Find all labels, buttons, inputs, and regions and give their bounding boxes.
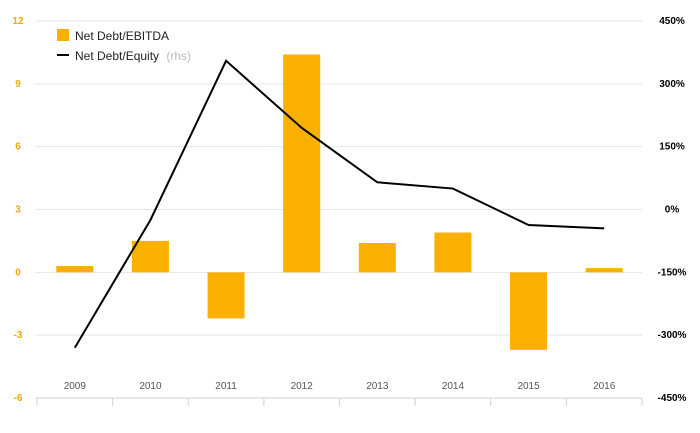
legend-label-net-debt-equity: Net Debt/Equity (rhs): [75, 49, 191, 63]
bar-2010: [131, 240, 169, 273]
x-tick-label: 2011: [215, 381, 237, 392]
right-tick-label: 450%: [659, 16, 685, 27]
bar-2013: [358, 243, 396, 273]
bar-2014: [434, 232, 472, 273]
left-tick-label: -3: [14, 330, 23, 341]
x-tick-label: 2013: [366, 381, 389, 392]
legend-label-net-debt-ebitda: Net Debt/EBITDA: [75, 29, 169, 43]
gridlines: [35, 20, 642, 399]
x-tick-label: 2016: [593, 381, 616, 392]
bar-2009: [56, 266, 94, 273]
bar-2016: [585, 268, 623, 273]
right-tick-label: 0%: [665, 205, 680, 216]
line-net-debt-equity: [73, 59, 605, 349]
x-tick-label: 2010: [139, 381, 162, 392]
x-tick-label: 2014: [442, 381, 465, 392]
left-tick-label: 0: [15, 267, 21, 278]
legend-swatch-net-debt-ebitda: [57, 29, 69, 41]
left-tick-label: 3: [15, 205, 21, 216]
x-tick-label: 2012: [291, 381, 314, 392]
left-tick-label: -6: [14, 393, 23, 404]
left-tick-label: 12: [12, 16, 24, 27]
right-tick-label: -450%: [658, 393, 687, 404]
x-axis: 2009 2010 2011 2012 2013 2014 2015 2016: [36, 381, 643, 406]
legend-label-net-debt-equity-suffix: (rhs): [166, 49, 191, 63]
right-tick-label: -300%: [658, 330, 687, 341]
legend-label-net-debt-equity-main: Net Debt/Equity: [75, 49, 159, 63]
right-tick-label: -150%: [658, 267, 687, 278]
line-series: [73, 59, 605, 349]
bar-2012: [283, 54, 321, 273]
left-tick-label: 9: [15, 79, 21, 90]
bar-2011: [207, 272, 245, 319]
left-tick-label: 6: [15, 142, 21, 153]
x-tick-label: 2015: [517, 381, 540, 392]
bar-series: [56, 54, 623, 350]
right-axis: 450% 300% 150% 0% -150% -300% -450%: [658, 16, 687, 404]
right-tick-label: 150%: [659, 142, 685, 153]
legend: Net Debt/EBITDA Net Debt/Equity (rhs): [57, 29, 191, 63]
left-axis: 12 9 6 3 0 -3 -6: [12, 16, 24, 404]
x-tick-label: 2009: [64, 381, 87, 392]
right-tick-label: 300%: [659, 79, 685, 90]
bar-2015: [510, 272, 548, 350]
